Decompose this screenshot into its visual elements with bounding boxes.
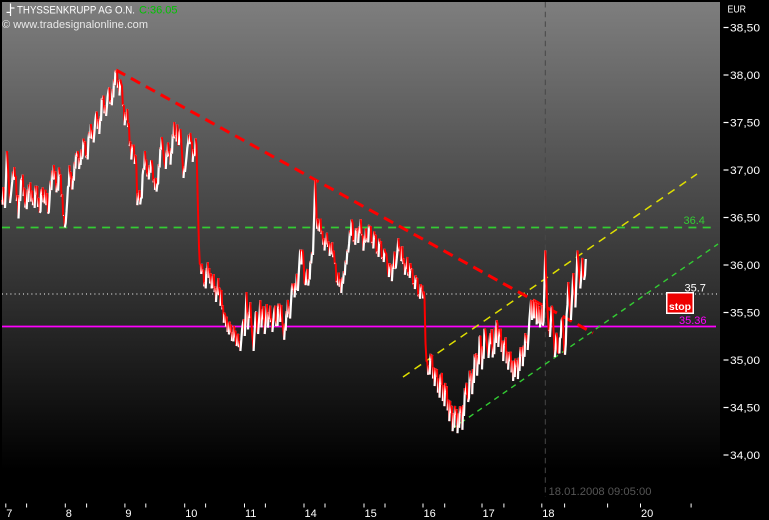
svg-text:35.36: 35.36 <box>679 315 707 327</box>
svg-text:36.4: 36.4 <box>684 215 705 227</box>
svg-text:15: 15 <box>365 508 377 520</box>
svg-text:11: 11 <box>245 508 256 520</box>
svg-text:36,50: 36,50 <box>730 213 760 225</box>
svg-text:10: 10 <box>185 508 197 520</box>
svg-text:© www.tradesignalonline.com: © www.tradesignalonline.com <box>2 19 148 31</box>
svg-text:35,50: 35,50 <box>730 308 760 320</box>
svg-text:17: 17 <box>483 508 495 520</box>
svg-text:34,50: 34,50 <box>730 403 760 415</box>
svg-text:34,00: 34,00 <box>730 450 760 462</box>
svg-text:38,50: 38,50 <box>730 23 760 35</box>
svg-text:C:36.05: C:36.05 <box>139 5 178 17</box>
svg-text:8: 8 <box>66 508 72 520</box>
svg-text:37,50: 37,50 <box>730 118 760 130</box>
svg-text:stop: stop <box>669 301 691 313</box>
svg-text:EUR: EUR <box>728 4 747 16</box>
svg-text:36,00: 36,00 <box>730 260 760 272</box>
svg-text:35.7: 35.7 <box>685 283 706 295</box>
svg-text:THYSSENKRUPP AG O.N.: THYSSENKRUPP AG O.N. <box>17 5 135 17</box>
svg-text:35,00: 35,00 <box>730 355 760 367</box>
svg-text:18.01.2008 09:05:00: 18.01.2008 09:05:00 <box>549 486 652 498</box>
svg-text:9: 9 <box>125 508 131 520</box>
svg-text:20: 20 <box>641 508 653 520</box>
svg-text:37,00: 37,00 <box>730 165 760 177</box>
svg-text:16: 16 <box>424 508 436 520</box>
svg-text:14: 14 <box>305 508 317 520</box>
svg-text:7: 7 <box>6 508 12 520</box>
svg-text:18: 18 <box>542 508 554 520</box>
svg-text:38,00: 38,00 <box>730 70 760 82</box>
